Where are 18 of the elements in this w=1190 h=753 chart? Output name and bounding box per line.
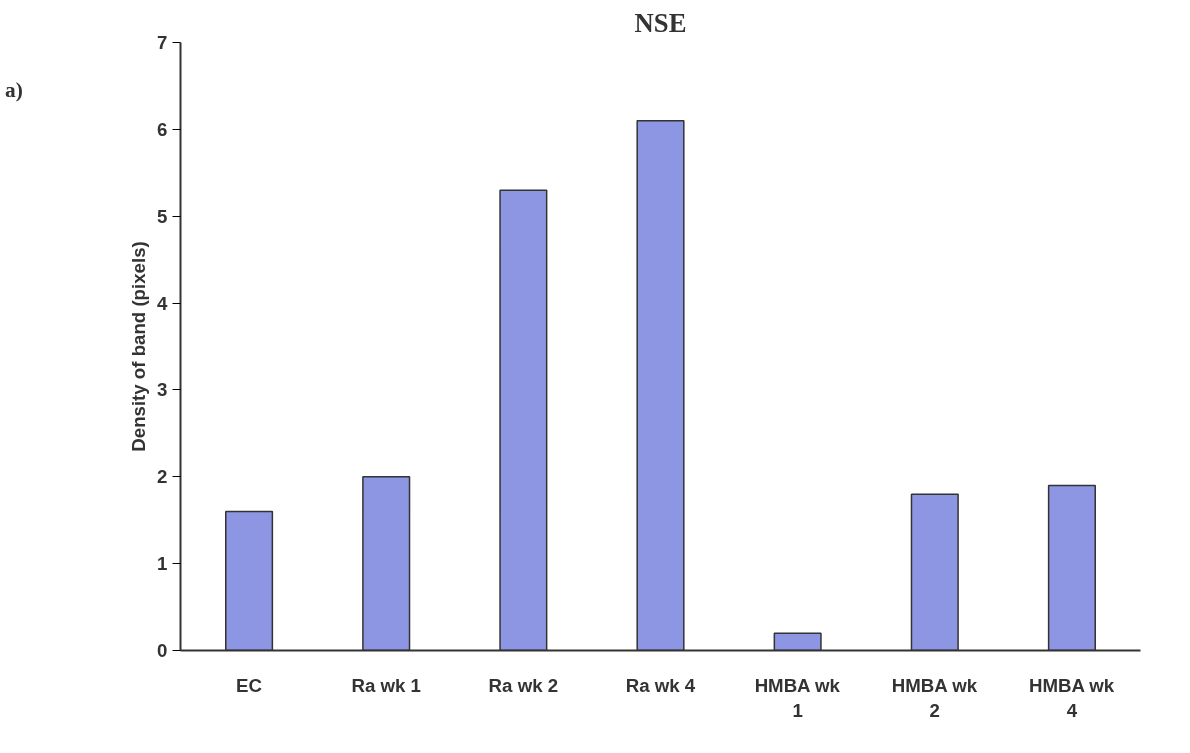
x-tick-label: HMBA wk 2: [891, 674, 978, 721]
y-tick-label: 3: [157, 379, 168, 401]
y-tick-label: 5: [157, 205, 168, 227]
x-tick-label: EC: [236, 674, 263, 696]
x-tick-label: HMBA wk 4: [1028, 674, 1115, 721]
y-tick-label: 7: [157, 32, 168, 53]
chart-title: NSE: [634, 7, 687, 38]
y-tick-label: 0: [157, 640, 168, 661]
x-tick-label: Ra wk 4: [625, 674, 696, 696]
x-tick-label: Ra wk 2: [488, 674, 559, 696]
y-tick-label: 4: [157, 292, 169, 314]
y-tick-label: 6: [157, 118, 168, 140]
x-tick-label: HMBA wk 1: [754, 674, 841, 721]
text: a): [5, 77, 23, 104]
x-tick-label: Ra wk 1: [351, 674, 421, 696]
y-axis-title: Density of band (pixels): [128, 241, 150, 452]
y-tick-label: 2: [157, 466, 168, 488]
y-tick-label: 1: [157, 553, 168, 575]
